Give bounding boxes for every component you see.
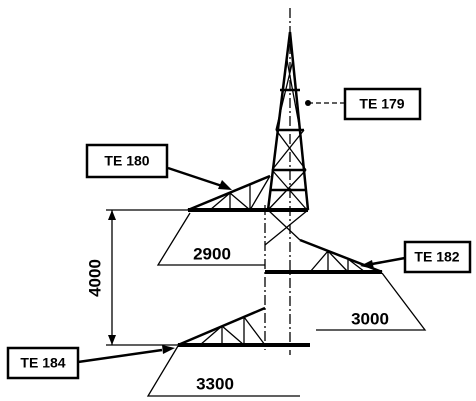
callout-label: TE 182 [414, 249, 459, 265]
diagram: 4000 2900 3000 3300 TE 179 TE 180 TE 182… [0, 0, 476, 401]
dimension-label: 4000 [85, 259, 104, 297]
arrowhead [162, 345, 175, 354]
callout-label: TE 180 [104, 153, 149, 169]
callout-label: TE 179 [359, 96, 404, 112]
leader [168, 168, 222, 186]
leader-dot [305, 100, 311, 106]
callout-label: TE 184 [20, 355, 65, 371]
arrowhead [218, 180, 232, 190]
crossarm-middle [265, 240, 382, 272]
leader [372, 258, 405, 264]
leader [78, 350, 162, 362]
dimension-label: 2900 [193, 244, 231, 263]
dimension-4000 [106, 210, 188, 345]
dimension-label: 3300 [196, 374, 234, 393]
dimension-label: 3000 [351, 309, 389, 328]
tower [265, 32, 308, 245]
